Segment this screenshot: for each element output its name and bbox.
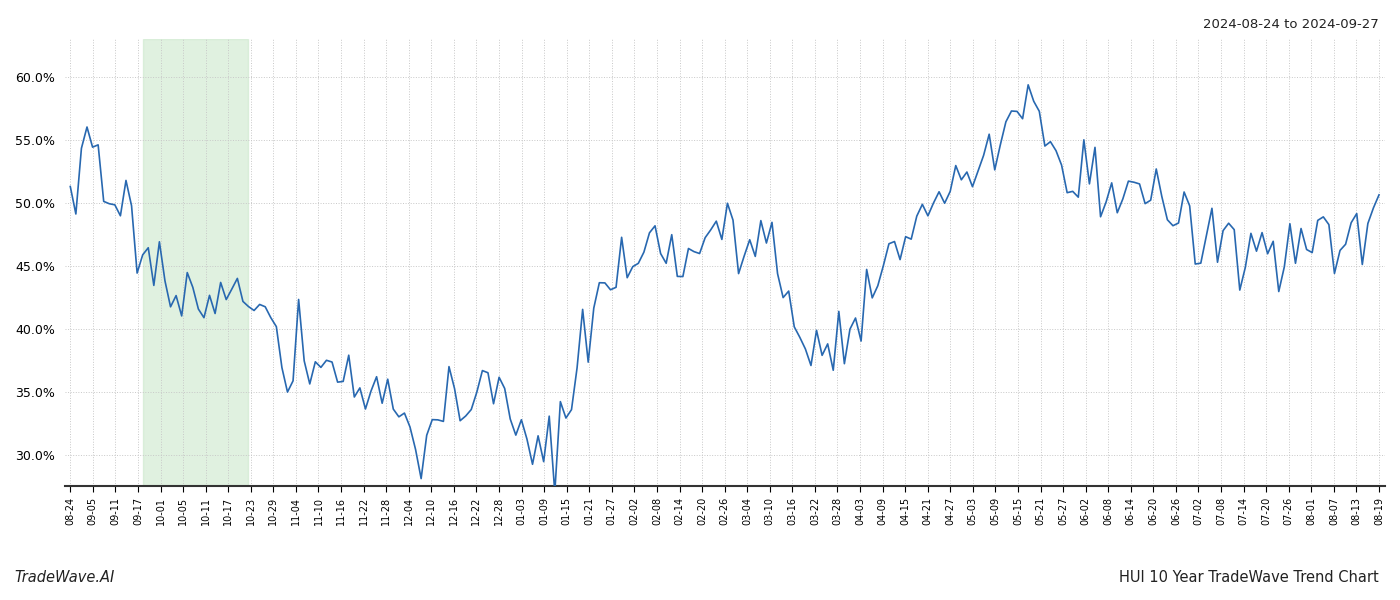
Text: TradeWave.AI: TradeWave.AI [14, 570, 115, 585]
Text: 2024-08-24 to 2024-09-27: 2024-08-24 to 2024-09-27 [1203, 18, 1379, 31]
Bar [143, 39, 248, 486]
Text: HUI 10 Year TradeWave Trend Chart: HUI 10 Year TradeWave Trend Chart [1119, 570, 1379, 585]
